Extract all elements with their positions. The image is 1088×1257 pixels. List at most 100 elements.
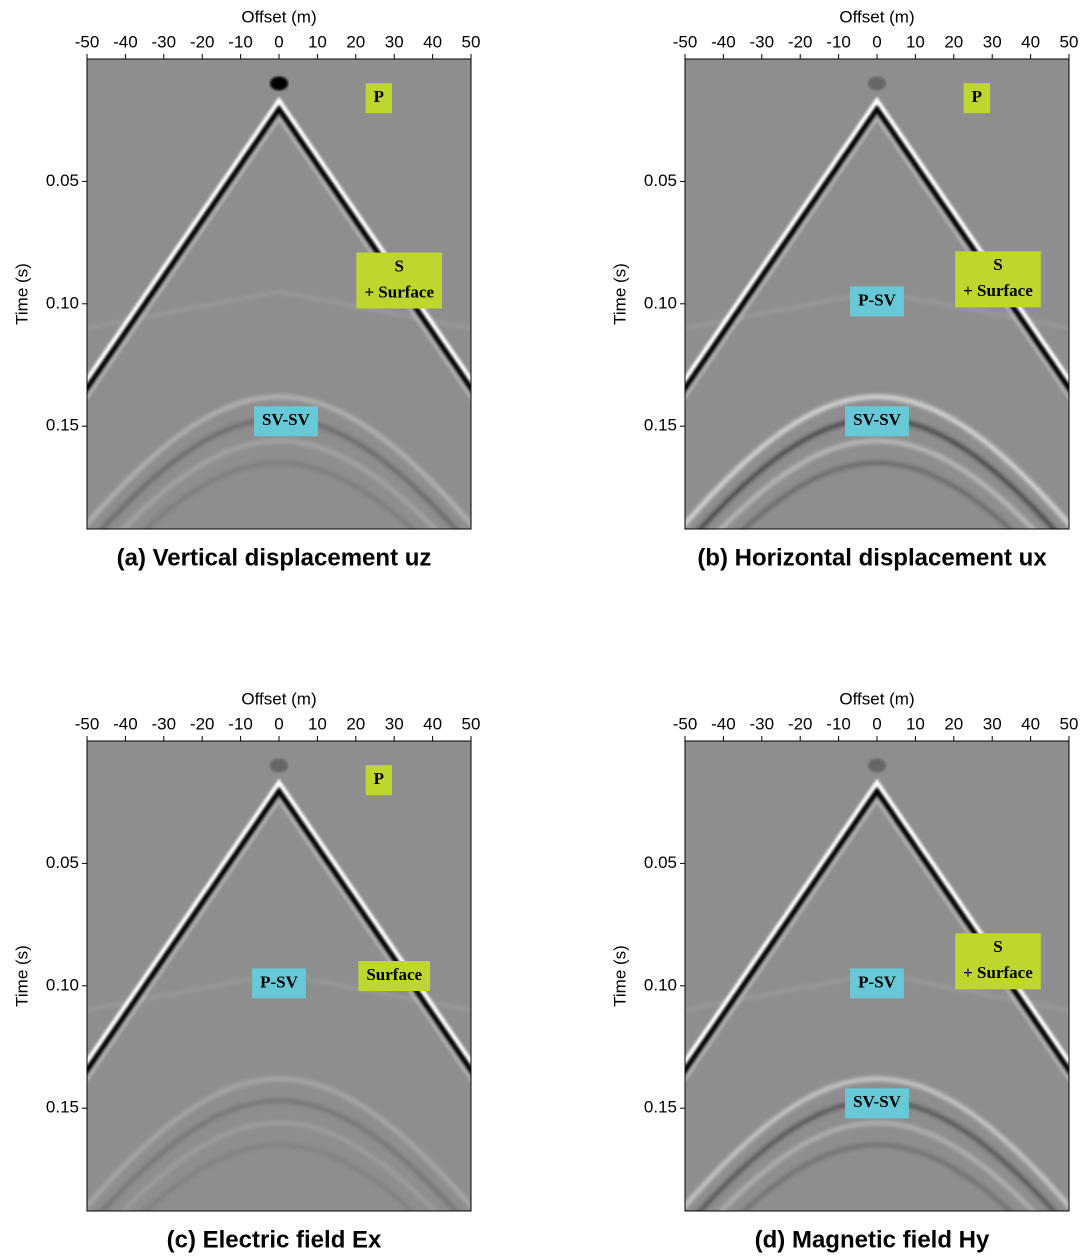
y-tick-label: 0.10	[644, 975, 677, 994]
annotation-text: P-SV	[858, 290, 897, 309]
panel-title: (a) Vertical displacement uz	[117, 544, 432, 571]
panel: Offset (m) -50 -40 -30 -20 -10 0 10 20 30 40 50 Time…	[610, 689, 1079, 1253]
x-tick-label: 0	[872, 32, 881, 51]
seismic-image	[87, 741, 471, 1211]
y-axis-label: Time (s)	[610, 945, 629, 1007]
x-tick-label: 0	[872, 714, 881, 733]
x-tick-label: -30	[750, 32, 775, 51]
annotation-text: P	[374, 87, 384, 106]
sv-event	[120, 1121, 438, 1211]
annotation-text: + Surface	[963, 963, 1033, 982]
annotation: P	[365, 83, 393, 114]
annotation-box	[358, 961, 431, 991]
annotation-box	[252, 968, 306, 999]
y-axis-label: Time (s)	[12, 945, 31, 1007]
source	[270, 76, 288, 91]
panel: Offset (m) -50 -40 -30 -20 -10 0 10 20 30 40 50 Time…	[12, 689, 481, 1253]
seismic-image	[685, 741, 1069, 1211]
x-axis-label: Offset (m)	[839, 7, 914, 26]
x-tick-label: 10	[906, 32, 925, 51]
annotation-text: S	[993, 255, 1002, 274]
y-tick-label: 0.15	[46, 416, 79, 435]
sv-event	[741, 1143, 1013, 1211]
annotation-box	[955, 933, 1041, 990]
seismic-image	[685, 59, 1069, 529]
sv-event	[685, 395, 1069, 527]
x-tick-label: -40	[113, 714, 138, 733]
annotation-text: P-SV	[260, 972, 299, 991]
annotation-text: + Surface	[963, 281, 1033, 300]
seismic-image	[87, 59, 471, 529]
annotation-text: S	[394, 256, 403, 275]
annotation-text: SV-SV	[262, 410, 311, 429]
x-axis-label: Offset (m)	[241, 689, 316, 708]
x-tick-label: 40	[423, 714, 442, 733]
annotation-box	[963, 83, 991, 114]
x-tick-label: 40	[423, 32, 442, 51]
sv-event	[718, 439, 1036, 529]
y-axis-label: Time (s)	[610, 263, 629, 325]
annotation-text: P	[374, 769, 384, 788]
annotation: P	[963, 83, 991, 114]
annotation-box	[850, 968, 904, 999]
x-axis-label: Offset (m)	[241, 7, 316, 26]
x-tick-label: 0	[274, 714, 283, 733]
x-tick-label: -50	[75, 32, 100, 51]
y-tick-label: 0.15	[46, 1098, 79, 1117]
panel: Offset (m) -50 -40 -30 -20 -10 0 10 20 30 40 50 Time…	[12, 7, 481, 571]
x-tick-label: -20	[788, 32, 813, 51]
annotation: SV-SV	[253, 406, 318, 437]
annotation-box	[850, 286, 904, 317]
x-tick-label: 10	[906, 714, 925, 733]
y-tick-label: 0.10	[644, 293, 677, 312]
x-tick-label: -40	[113, 32, 138, 51]
direct-tail	[87, 798, 471, 1083]
sv-event	[685, 1077, 1069, 1209]
x-tick-label: -10	[228, 714, 253, 733]
annotation-text: SV-SV	[853, 1092, 902, 1111]
x-tick-label: 20	[346, 714, 365, 733]
x-tick-label: -20	[788, 714, 813, 733]
annotation-box	[356, 252, 443, 309]
annotation-text: Surface	[366, 965, 422, 984]
panel: Offset (m) -50 -40 -30 -20 -10 0 10 20 30 40 50 Time…	[610, 7, 1078, 571]
annotation: SV-SV	[845, 1088, 909, 1119]
x-tick-label: -50	[75, 714, 100, 733]
x-tick-label: 50	[1060, 714, 1079, 733]
x-tick-label: 20	[944, 32, 963, 51]
source	[868, 758, 886, 773]
annotation-box	[365, 83, 393, 114]
y-tick-label: 0.15	[644, 416, 677, 435]
annotation: S + Surface	[955, 251, 1041, 308]
x-tick-label: 10	[308, 714, 327, 733]
x-tick-label: 50	[462, 32, 481, 51]
sv-event	[99, 1099, 459, 1211]
annotation-text: + Surface	[364, 282, 434, 301]
x-tick-label: 40	[1021, 714, 1040, 733]
y-tick-label: 0.10	[46, 975, 79, 994]
y-axis-label: Time (s)	[12, 263, 31, 325]
panel-title: (c) Electric field Ex	[167, 1226, 382, 1253]
x-tick-label: -40	[711, 32, 736, 51]
annotation: S + Surface	[356, 252, 443, 309]
x-tick-label: 30	[983, 714, 1002, 733]
source	[868, 76, 886, 91]
annotation: P-SV	[850, 968, 904, 999]
x-tick-label: 50	[462, 714, 481, 733]
annotation-text: P-SV	[858, 972, 897, 991]
annotation: P	[365, 765, 393, 796]
x-tick-label: 10	[308, 32, 327, 51]
x-tick-label: 30	[983, 32, 1002, 51]
source	[270, 758, 288, 773]
annotation-box	[365, 765, 393, 796]
sv-event	[87, 1077, 471, 1209]
x-tick-label: 30	[385, 32, 404, 51]
x-tick-label: -50	[673, 32, 698, 51]
annotation: P-SV	[252, 968, 306, 999]
x-tick-label: -10	[826, 32, 851, 51]
sv-event	[120, 439, 438, 529]
x-tick-label: -10	[228, 32, 253, 51]
sv-event	[143, 461, 415, 529]
annotation: P-SV	[850, 286, 904, 317]
